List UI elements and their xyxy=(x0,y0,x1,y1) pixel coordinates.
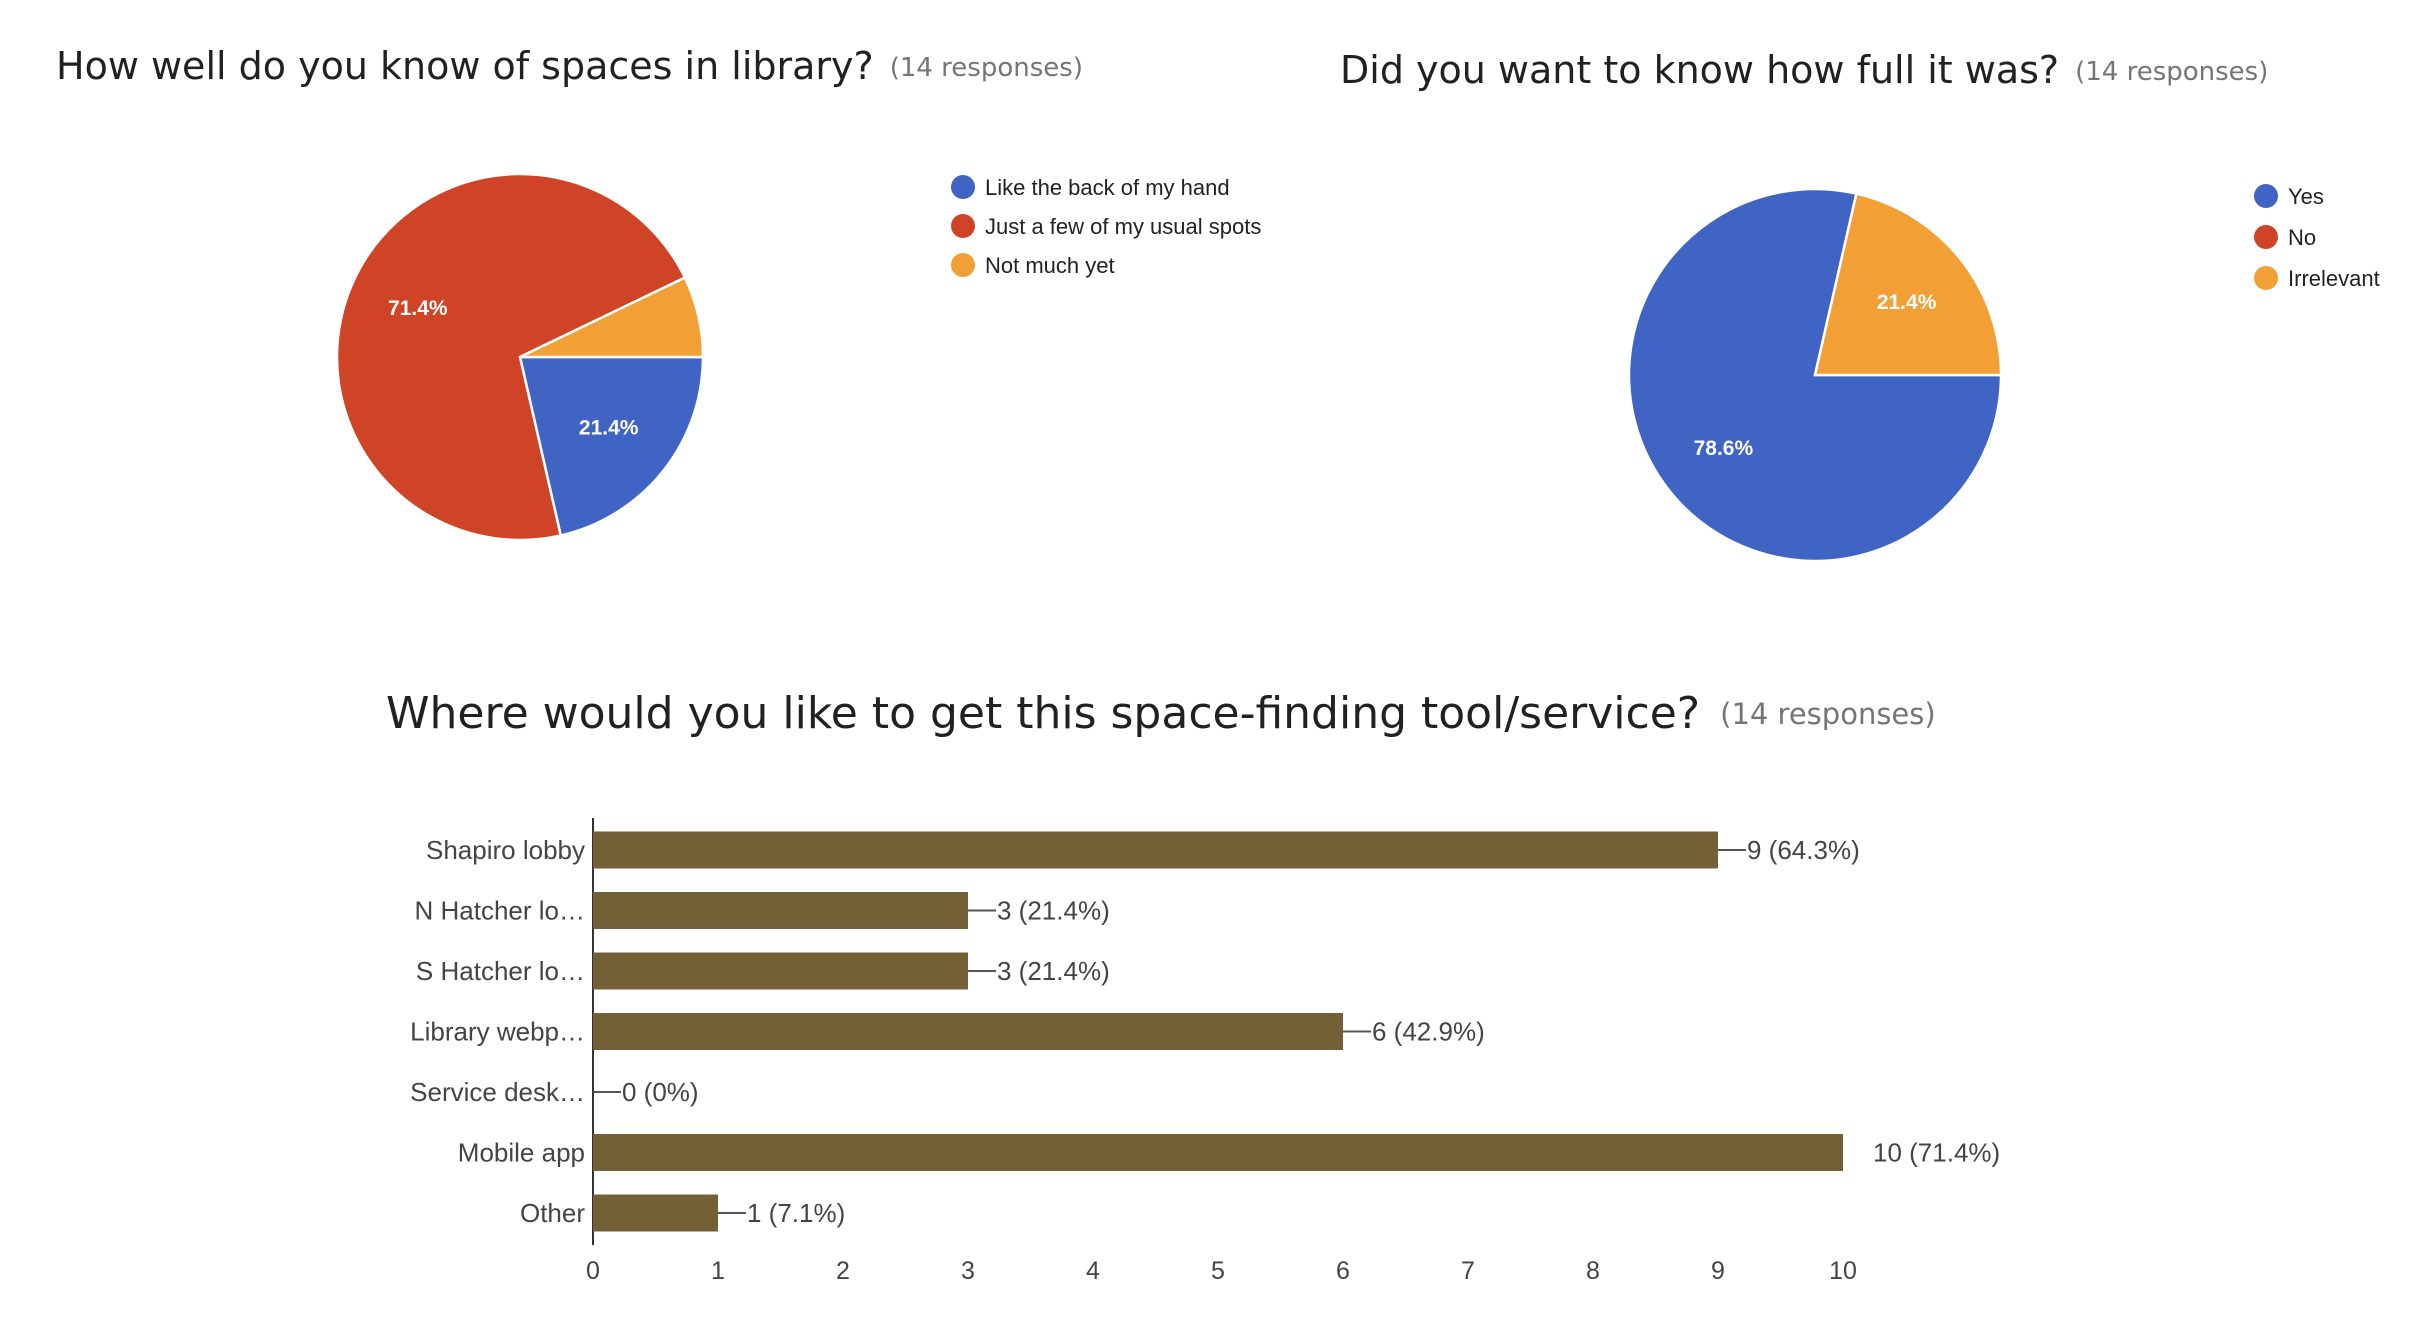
legend-label: Not much yet xyxy=(985,253,1115,278)
x-axis-tick-label: 1 xyxy=(711,1257,725,1285)
chart3-response-count: (14 responses) xyxy=(1720,697,1936,731)
pie-slice-label: 71.4% xyxy=(388,297,448,320)
x-axis-tick-label: 10 xyxy=(1829,1257,1857,1285)
legend-label: Like the back of my hand xyxy=(985,175,1230,200)
bar-value-label: 6 (42.9%) xyxy=(1372,1017,1485,1047)
legend-swatch-icon xyxy=(951,253,975,277)
bar-s-hatcher-lo[interactable] xyxy=(593,952,968,990)
chart2-legend: Yes No Irrelevant xyxy=(2254,184,2380,291)
bar-other[interactable] xyxy=(593,1194,718,1232)
legend-item[interactable]: Irrelevant xyxy=(2254,266,2380,291)
bar-shapiro-lobby[interactable] xyxy=(593,831,1718,869)
bar-value-label: 3 (21.4%) xyxy=(997,956,1110,986)
legend-label: Irrelevant xyxy=(2288,266,2380,291)
bar-n-hatcher-lo[interactable] xyxy=(593,892,968,929)
chart1-response-count: (14 responses) xyxy=(890,53,1083,83)
chart1-legend: Like the back of my hand Just a few of my… xyxy=(951,175,1261,278)
category-label: Service desk… xyxy=(410,1077,585,1107)
x-axis-tick-label: 5 xyxy=(1211,1257,1225,1285)
legend-swatch-icon xyxy=(951,214,975,238)
legend-item[interactable]: Like the back of my hand xyxy=(951,175,1230,200)
x-axis-tick-label: 3 xyxy=(961,1257,975,1285)
x-axis-tick-label: 2 xyxy=(836,1257,850,1285)
pie-slice-label: 78.6% xyxy=(1694,437,1754,460)
legend-swatch-icon xyxy=(2254,225,2278,249)
bar-value-label: 0 (0%) xyxy=(622,1077,699,1107)
legend-swatch-icon xyxy=(951,175,975,199)
bar-library-webp[interactable] xyxy=(593,1013,1343,1050)
pie-slice-not-much-yet xyxy=(519,275,705,359)
legend-swatch-icon xyxy=(2254,184,2278,208)
legend-swatch-icon xyxy=(2254,266,2278,290)
chart2-pie: 78.6% 21.4% xyxy=(1627,187,2003,563)
chart1-pie: 21.4% 71.4% xyxy=(335,172,705,542)
bar-mobile-app[interactable] xyxy=(593,1134,1843,1171)
bar-value-label: 3 (21.4%) xyxy=(997,896,1110,926)
bar-value-label: 9 (64.3%) xyxy=(1747,835,1860,865)
legend-label: Yes xyxy=(2288,184,2324,209)
category-label: Shapiro lobby xyxy=(426,835,585,865)
legend-item[interactable]: Not much yet xyxy=(951,253,1115,278)
bar-value-label: 1 (7.1%) xyxy=(747,1198,845,1228)
x-axis-tick-label: 7 xyxy=(1461,1257,1475,1285)
category-label: Other xyxy=(520,1198,585,1228)
chart3-title: Where would you like to get this space-f… xyxy=(386,688,1700,739)
pie-slice-irrelevant xyxy=(1813,192,2003,377)
chart2-response-count: (14 responses) xyxy=(2075,57,2268,87)
legend-label: No xyxy=(2288,225,2316,250)
pie-slice-label: 21.4% xyxy=(579,417,639,440)
x-axis-tick-label: 6 xyxy=(1336,1257,1350,1285)
x-axis-tick-label: 9 xyxy=(1711,1257,1725,1285)
x-axis-tick-label: 0 xyxy=(586,1257,600,1285)
category-label: Library webp… xyxy=(410,1017,585,1047)
x-axis-tick-label: 8 xyxy=(1586,1257,1600,1285)
legend-label: Just a few of my usual spots xyxy=(985,214,1261,239)
chart3-bar-chart: Shapiro lobby 9 (64.3%) N Hatcher lo… 3 (21… xyxy=(410,818,2000,1285)
bar-value-label: 10 (71.4%) xyxy=(1873,1138,2000,1168)
chart2-title: Did you want to know how full it was? xyxy=(1340,48,2059,92)
chart1-title: How well do you know of spaces in librar… xyxy=(56,44,874,88)
x-axis-tick-label: 4 xyxy=(1086,1257,1100,1285)
category-label: N Hatcher lo… xyxy=(415,896,586,926)
category-label: Mobile app xyxy=(458,1138,585,1168)
legend-item[interactable]: Just a few of my usual spots xyxy=(951,214,1261,239)
pie-slice-like-the-back-of-my-hand xyxy=(518,355,705,537)
pie-slice-just-a-few-of-my-usual-spots xyxy=(335,172,687,542)
legend-item[interactable]: No xyxy=(2254,225,2316,250)
category-label: S Hatcher lo… xyxy=(416,956,585,986)
pie-slice-label: 21.4% xyxy=(1877,291,1937,314)
legend-item[interactable]: Yes xyxy=(2254,184,2324,209)
